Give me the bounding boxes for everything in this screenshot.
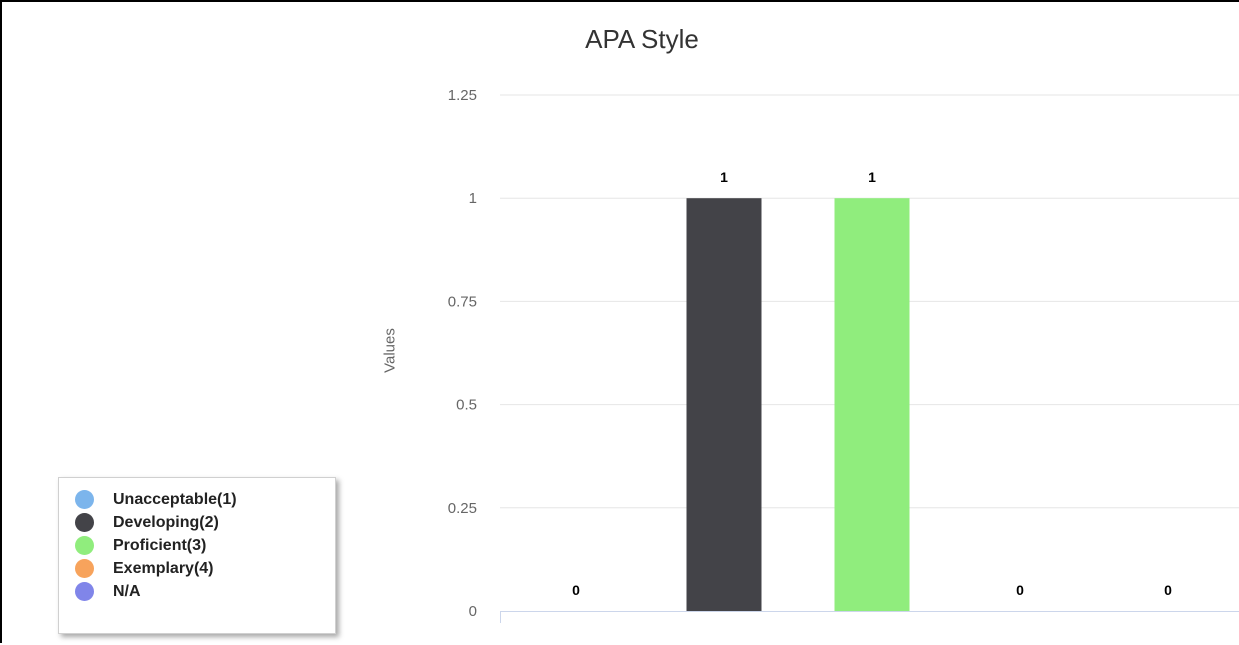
bar-data-label: 0 [1016,582,1024,598]
y-tick-label: 1 [469,190,477,207]
bar [834,198,910,611]
legend-label: Proficient(3) [113,536,207,554]
legend-item-unacceptable[interactable]: Unacceptable(1) [75,488,335,511]
legend-item-proficient[interactable]: Proficient(3) [75,534,335,557]
bar-data-label: 0 [572,582,580,598]
legend-swatch-exemplary [75,559,94,578]
legend-swatch-unacceptable [75,490,94,509]
y-tick-label: 1.25 [448,87,477,104]
legend-label: Unacceptable(1) [113,490,237,508]
bar-data-label: 0 [1164,582,1172,598]
legend-label: Exemplary(4) [113,559,214,577]
legend-item-na[interactable]: N/A [75,580,335,603]
legend: Unacceptable(1) Developing(2) Proficient… [58,477,336,634]
y-tick-label: 0.5 [456,397,477,414]
legend-item-developing[interactable]: Developing(2) [75,511,335,534]
legend-swatch-developing [75,513,94,532]
legend-label: Developing(2) [113,513,219,531]
legend-swatch-na [75,582,94,601]
legend-item-exemplary[interactable]: Exemplary(4) [75,557,335,580]
legend-swatch-proficient [75,536,94,555]
bar-data-label: 1 [868,169,876,185]
y-tick-label: 0.25 [448,500,477,517]
y-tick-label: 0.75 [448,293,477,310]
bar-data-label: 1 [720,169,728,185]
legend-label: N/A [113,582,141,600]
y-tick-label: 0 [469,603,477,620]
chart-title: APA Style [585,24,699,54]
bar [686,198,762,611]
